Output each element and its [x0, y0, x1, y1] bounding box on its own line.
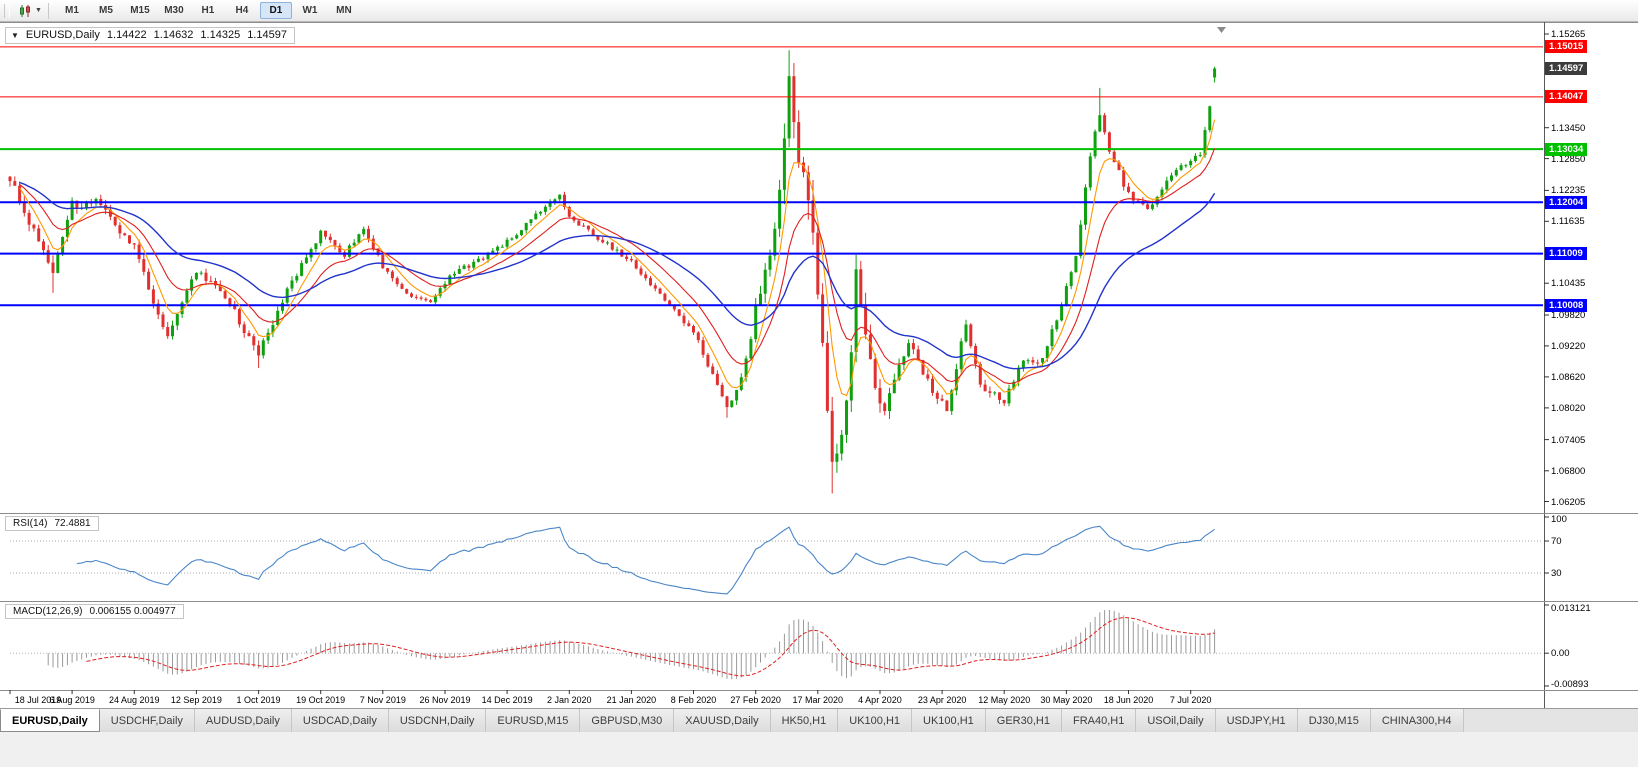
timeframe-buttons: M1 M5 M15 M30 H1 H4 D1 W1 MN: [55, 2, 361, 19]
panel-splitter-rsi-macd[interactable]: [0, 599, 1638, 604]
chart-shift-marker-icon: [1217, 27, 1226, 33]
collapse-icon[interactable]: ▼: [11, 30, 19, 40]
chart-type-dropdown-icon[interactable]: ▼: [35, 7, 42, 14]
horizontal-level-lines: [0, 46, 1543, 307]
chart-tab[interactable]: UK100,H1: [912, 709, 986, 732]
chart-tab[interactable]: HK50,H1: [770, 709, 839, 732]
toolbar-grip[interactable]: [4, 3, 10, 18]
timeframe-button-M1[interactable]: M1: [64, 5, 79, 16]
bottom-filler: [0, 732, 1638, 767]
timeframe-button-M15[interactable]: M15: [130, 5, 150, 16]
timeframe-button-H1[interactable]: H1: [201, 5, 215, 16]
rsi-name: RSI(14): [13, 518, 48, 529]
panel-splitter-main-rsi[interactable]: [0, 511, 1638, 516]
macd-plot: [10, 609, 1543, 680]
ohlc-close: 1.14597: [247, 29, 287, 41]
chart-tab[interactable]: XAUUSD,Daily: [674, 709, 771, 732]
chart-tab[interactable]: USDCAD,Daily: [291, 709, 389, 732]
timeframe-button-H4[interactable]: H4: [235, 5, 249, 16]
chart-tab[interactable]: USDCNH,Daily: [388, 709, 487, 732]
ohlc-high: 1.14632: [153, 29, 194, 41]
chart-tab[interactable]: DJ30,M15: [1297, 709, 1371, 732]
chart-tab[interactable]: USDCHF,Daily: [99, 709, 195, 732]
chart-tab[interactable]: EURUSD,Daily: [0, 709, 100, 732]
timeframe-button-M5[interactable]: M5: [98, 5, 113, 16]
timeframe-button-M30[interactable]: M30: [164, 5, 184, 16]
chart-tabs-bar: EURUSD,Daily USDCHF,Daily AUDUSD,Daily USDC…: [0, 708, 1638, 732]
macd-header: MACD(12,26,9) 0.006155 0.004977: [5, 604, 184, 619]
candles: [8, 50, 1217, 494]
chart-tab[interactable]: GBPUSD,M30: [580, 709, 675, 732]
chart-tab[interactable]: UK100,H1: [838, 709, 913, 732]
timeframe-button-MN[interactable]: MN: [336, 5, 352, 16]
chart-tab[interactable]: FRA40,H1: [1061, 709, 1137, 732]
toolbar-separator: [47, 2, 49, 19]
chart-ohlc-header: ▼ EURUSD,Daily 1.14422 1.14632 1.14325 1…: [5, 27, 295, 44]
rsi-value: 72.4881: [54, 518, 91, 529]
ohlc-open: 1.14422: [106, 29, 147, 41]
chart-tab[interactable]: CHINA300,H4: [1370, 709, 1464, 732]
timeframe-button-W1[interactable]: W1: [302, 5, 318, 16]
chart-tab[interactable]: AUDUSD,Daily: [194, 709, 292, 732]
chart-type-candlestick-icon[interactable]: [15, 2, 35, 20]
timeframe-button-D1[interactable]: D1: [259, 2, 292, 19]
frame-lines: [0, 22, 1638, 708]
symbol-title: EURUSD,Daily: [25, 29, 100, 41]
chart-tab[interactable]: USDJPY,H1: [1215, 709, 1298, 732]
moving-average-lines: [19, 119, 1216, 397]
chart-tab[interactable]: GER30,H1: [985, 709, 1062, 732]
rsi-plot: [10, 525, 1543, 595]
macd-name: MACD(12,26,9): [13, 606, 83, 617]
macd-values: 0.006155 0.004977: [89, 606, 176, 617]
chart-tab[interactable]: USOil,Daily: [1136, 709, 1216, 732]
chart-tab[interactable]: EURUSD,M15: [486, 709, 581, 732]
ohlc-low: 1.14325: [200, 29, 241, 41]
timeframes-toolbar: ▼ M1 M5 M15 M30 H1 H4 D1 W1 MN: [0, 0, 1638, 22]
axis-ticks: [9, 33, 1549, 694]
rsi-header: RSI(14) 72.4881: [5, 516, 99, 531]
